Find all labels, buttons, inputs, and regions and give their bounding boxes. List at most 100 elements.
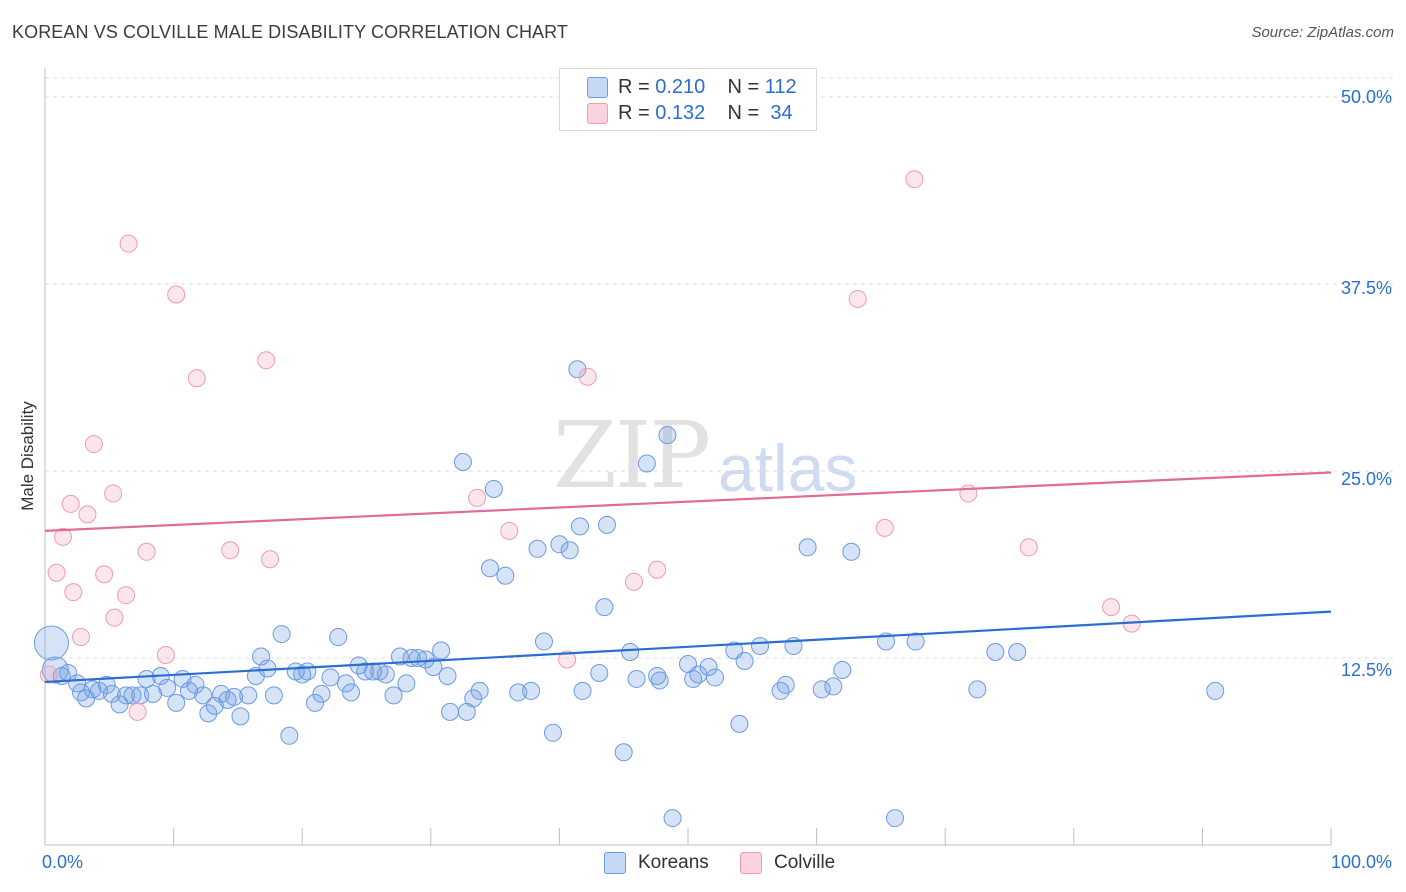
- colville-point: [95, 565, 114, 584]
- colville-point: [54, 527, 73, 546]
- korean-point: [534, 632, 553, 651]
- korean-point: [470, 681, 489, 700]
- y-tick-label: 50.0%: [1340, 87, 1392, 107]
- colville-point: [61, 494, 80, 513]
- colville-point: [64, 583, 83, 602]
- colville-points: [39, 170, 1141, 721]
- korean-point: [110, 695, 129, 714]
- korean-point: [597, 515, 616, 534]
- legend-label: Colville: [774, 852, 836, 873]
- korean-point: [231, 707, 250, 726]
- korean-point: [570, 517, 589, 536]
- r-label: R =: [618, 75, 650, 98]
- korean-point: [293, 665, 312, 684]
- korean-point: [306, 693, 325, 712]
- korean-point: [336, 674, 355, 693]
- korean-point: [699, 657, 718, 676]
- korean-point: [906, 632, 925, 651]
- colville-point: [468, 488, 487, 507]
- korean-point: [298, 662, 317, 681]
- korean-point: [560, 541, 579, 560]
- r-value: 0.132: [655, 101, 706, 124]
- y-tick-label: 25.0%: [1340, 469, 1392, 489]
- colville-point: [117, 586, 136, 605]
- korean-point: [329, 628, 348, 647]
- colville-point: [47, 563, 66, 582]
- korean-point: [167, 693, 186, 712]
- koreans-points: [33, 360, 1225, 828]
- korean-point: [735, 651, 754, 670]
- korean-point: [663, 809, 682, 828]
- colville-point: [959, 484, 978, 503]
- korean-point: [356, 662, 375, 681]
- korean-point: [384, 686, 403, 705]
- korean-point: [1008, 643, 1027, 662]
- korean-point: [968, 680, 987, 699]
- korean-point: [522, 681, 541, 700]
- colville-point: [72, 628, 91, 647]
- bottom-legend-colville: Colville: [740, 852, 835, 874]
- trend-lines: [44, 471, 1332, 684]
- korean-point: [751, 637, 770, 656]
- colville-point: [648, 560, 667, 579]
- korean-point: [627, 669, 646, 688]
- x-tick-label: 0.0%: [42, 852, 84, 872]
- korean-point: [568, 360, 587, 379]
- colville-point: [167, 285, 186, 304]
- korean-point: [342, 683, 361, 702]
- korean-point: [543, 723, 562, 742]
- korean-point: [812, 680, 831, 699]
- korean-point: [453, 453, 472, 472]
- korean-point: [137, 669, 156, 688]
- colville-point: [187, 369, 206, 388]
- korean-point: [771, 681, 790, 700]
- korean-point: [484, 479, 503, 498]
- axes: [44, 68, 1332, 846]
- r-label: R =: [618, 101, 650, 124]
- korean-point: [706, 668, 725, 687]
- bottom-legend-koreans: Koreans: [604, 852, 709, 874]
- korean-point: [186, 675, 205, 694]
- korean-point: [480, 559, 499, 578]
- korean-point: [117, 686, 136, 705]
- korean-point: [464, 689, 483, 708]
- korean-point: [573, 681, 592, 700]
- colville-point: [221, 541, 240, 560]
- colville-point: [128, 702, 147, 721]
- korean-point: [438, 666, 457, 685]
- korean-point: [97, 675, 116, 694]
- korean-point: [123, 686, 142, 705]
- korean-point: [1206, 681, 1225, 700]
- koreans-swatch: [604, 852, 626, 874]
- korean-point: [252, 647, 271, 666]
- colville-point: [500, 521, 519, 540]
- korean-point: [264, 686, 283, 705]
- colville-point: [1019, 538, 1038, 557]
- korean-point: [194, 686, 213, 705]
- n-value: 34: [770, 101, 793, 124]
- colville-point: [558, 650, 577, 669]
- korean-point: [650, 671, 669, 690]
- korean-point: [272, 625, 291, 644]
- colville-point: [156, 646, 175, 665]
- korean-point: [824, 677, 843, 696]
- korean-point: [496, 566, 515, 585]
- colville-point: [875, 518, 894, 537]
- korean-point: [280, 726, 299, 745]
- source-credit: Source: ZipAtlas.com: [1251, 24, 1394, 41]
- korean-point: [321, 668, 340, 687]
- korean-point: [33, 625, 69, 661]
- korean-point: [637, 454, 656, 473]
- colville-swatch: [740, 852, 762, 874]
- korean-point: [441, 702, 460, 721]
- koreans-trend-line: [44, 610, 1332, 684]
- korean-point: [424, 657, 443, 676]
- colville-trend-line: [44, 471, 1332, 532]
- korean-point: [886, 809, 905, 828]
- korean-point: [842, 542, 861, 561]
- korean-point: [416, 650, 435, 669]
- grid-lines: [45, 77, 1393, 659]
- korean-point: [239, 686, 258, 705]
- colville-point: [119, 234, 138, 253]
